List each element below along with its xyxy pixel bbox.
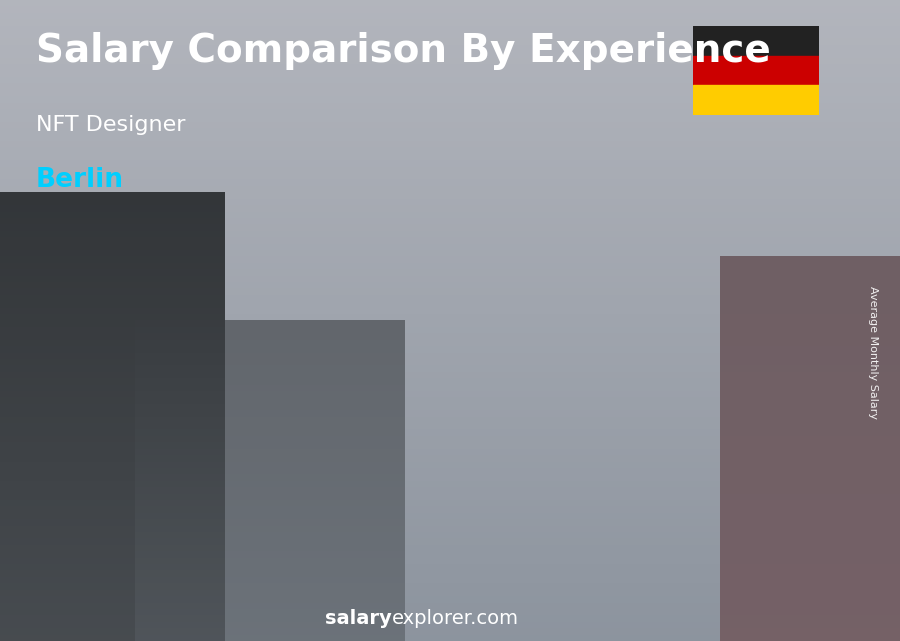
Text: explorer.com: explorer.com bbox=[392, 609, 518, 628]
Text: Berlin: Berlin bbox=[36, 167, 124, 193]
Polygon shape bbox=[79, 433, 153, 435]
FancyArrowPatch shape bbox=[664, 247, 716, 275]
Polygon shape bbox=[659, 279, 666, 558]
Text: +23%: +23% bbox=[143, 362, 214, 381]
Text: +42%: +42% bbox=[271, 297, 343, 317]
Polygon shape bbox=[146, 433, 153, 558]
Text: 4,120 EUR: 4,120 EUR bbox=[576, 256, 662, 274]
Polygon shape bbox=[531, 304, 537, 558]
Polygon shape bbox=[208, 408, 274, 558]
Text: 3,750 EUR: 3,750 EUR bbox=[447, 281, 535, 299]
Bar bbox=[693, 26, 819, 56]
Text: 1,840 EUR: 1,840 EUR bbox=[63, 410, 150, 428]
Text: 2,260 EUR: 2,260 EUR bbox=[191, 381, 278, 399]
Polygon shape bbox=[464, 304, 537, 308]
Text: 4,360 EUR: 4,360 EUR bbox=[704, 240, 791, 258]
Polygon shape bbox=[208, 405, 282, 408]
Text: Average Monthly Salary: Average Monthly Salary bbox=[868, 286, 878, 419]
Polygon shape bbox=[274, 405, 282, 558]
Polygon shape bbox=[720, 268, 787, 558]
Text: Salary Comparison By Experience: Salary Comparison By Experience bbox=[36, 32, 770, 70]
Bar bbox=[693, 85, 819, 115]
FancyArrowPatch shape bbox=[151, 392, 202, 429]
Text: NFT Designer: NFT Designer bbox=[36, 115, 185, 135]
Polygon shape bbox=[79, 435, 146, 558]
Bar bbox=[693, 56, 819, 85]
Text: salary: salary bbox=[325, 609, 392, 628]
Polygon shape bbox=[592, 284, 659, 558]
Polygon shape bbox=[336, 344, 402, 558]
Polygon shape bbox=[720, 263, 794, 268]
FancyArrowPatch shape bbox=[407, 292, 458, 336]
Polygon shape bbox=[592, 279, 666, 284]
Polygon shape bbox=[787, 263, 794, 558]
Text: +17%: +17% bbox=[399, 261, 471, 281]
Text: +6%: +6% bbox=[663, 220, 720, 240]
Polygon shape bbox=[336, 340, 410, 344]
Polygon shape bbox=[464, 308, 531, 558]
Polygon shape bbox=[402, 340, 410, 558]
Text: +10%: +10% bbox=[527, 236, 599, 256]
FancyArrowPatch shape bbox=[278, 333, 330, 400]
Text: 3,210 EUR: 3,210 EUR bbox=[320, 317, 407, 335]
FancyArrowPatch shape bbox=[536, 265, 587, 299]
